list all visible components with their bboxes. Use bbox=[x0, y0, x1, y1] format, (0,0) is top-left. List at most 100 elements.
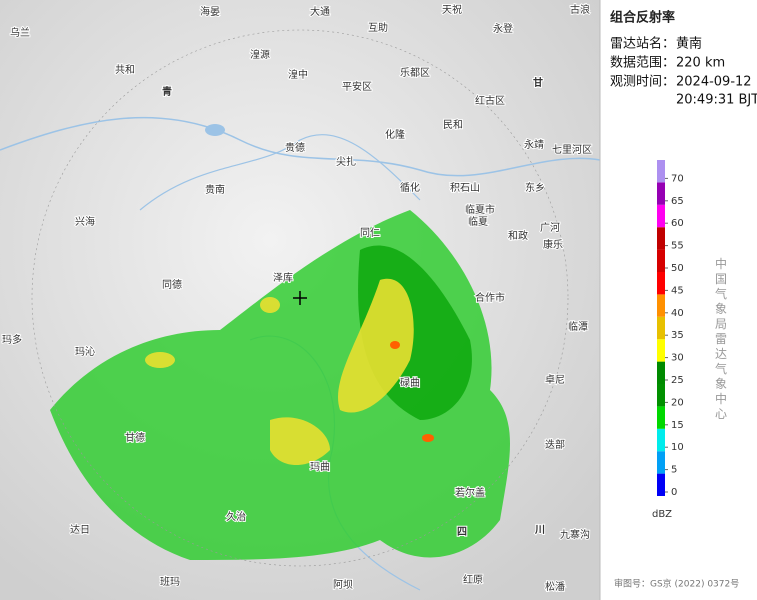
river bbox=[0, 116, 601, 177]
legend-swatch bbox=[657, 339, 665, 362]
place-label: 四 bbox=[457, 526, 467, 538]
place-label: 红古区 bbox=[475, 94, 505, 107]
legend-tick-label: 30 bbox=[671, 353, 684, 364]
legend-tick-label: 60 bbox=[671, 218, 684, 229]
place-label: 尖扎 bbox=[336, 155, 356, 168]
place-label: 永登 bbox=[493, 22, 513, 35]
legend-tick-label: 25 bbox=[671, 375, 684, 386]
place-label: 大通 bbox=[310, 5, 330, 18]
place-label: 川 bbox=[534, 524, 545, 536]
legend-swatch bbox=[657, 361, 665, 384]
legend-swatch bbox=[657, 204, 665, 228]
legend-swatch bbox=[657, 406, 665, 429]
legend-swatch bbox=[657, 451, 665, 474]
range: 220 km bbox=[676, 56, 725, 71]
place-label: 合作市 bbox=[475, 291, 505, 304]
footer: 审图号：GS京 (2022) 0372号 bbox=[614, 578, 739, 590]
place-label: 泽库 bbox=[273, 271, 293, 284]
legend-swatch bbox=[657, 428, 665, 452]
legend-swatch bbox=[657, 473, 665, 496]
place-label: 碌曲 bbox=[400, 377, 420, 389]
legend-tick-label: 35 bbox=[671, 330, 684, 341]
place-label: 循化 bbox=[400, 181, 420, 194]
place-label: 海晏 bbox=[200, 5, 220, 18]
place-label: 乐都区 bbox=[400, 67, 430, 79]
place-label: 民和 bbox=[443, 119, 463, 131]
place-label: 古浪 bbox=[570, 3, 590, 16]
place-label: 互助 bbox=[368, 21, 388, 34]
place-label: 甘 bbox=[533, 76, 543, 89]
place-label: 湟中 bbox=[288, 68, 308, 81]
river bbox=[139, 134, 421, 211]
place-label: 甘德 bbox=[125, 431, 145, 444]
place-label: 化隆 bbox=[385, 128, 405, 141]
place-label: 临潭 bbox=[568, 320, 588, 333]
legend-swatch bbox=[657, 249, 665, 272]
legend-tick-label: 40 bbox=[671, 308, 684, 319]
place-label: 东乡 bbox=[525, 181, 545, 194]
place-label: 湟源 bbox=[250, 48, 270, 61]
legend-tick-label: 15 bbox=[671, 420, 684, 431]
echo-area bbox=[145, 278, 414, 465]
place-label: 迭部 bbox=[545, 438, 565, 451]
legend-tick-label: 65 bbox=[671, 196, 684, 207]
range-ring bbox=[31, 29, 569, 567]
legend-swatch bbox=[657, 227, 665, 250]
place-label: 青 bbox=[162, 85, 172, 98]
place-label: 同德 bbox=[162, 278, 182, 291]
legend-swatch bbox=[657, 272, 665, 295]
panel-title: 组合反射率 bbox=[610, 10, 675, 26]
time: 20:49:31 BJT bbox=[676, 93, 757, 108]
place-label: 九寨沟 bbox=[560, 528, 590, 541]
place-label: 贵南 bbox=[205, 183, 225, 196]
credit: 中国气象局雷达气象中心 bbox=[714, 256, 728, 422]
place-label: 久治 bbox=[226, 510, 246, 523]
legend-tick-label: 70 bbox=[671, 173, 684, 184]
place-label: 临夏市 bbox=[465, 203, 495, 216]
place-label: 玛曲 bbox=[310, 461, 330, 473]
date: 2024-09-12 bbox=[676, 75, 752, 90]
place-label: 平安区 bbox=[342, 80, 372, 93]
place-label: 松潘 bbox=[545, 580, 565, 593]
place-label: 积石山 bbox=[450, 182, 480, 194]
place-label: 若尔盖 bbox=[455, 486, 485, 499]
place-label: 兴海 bbox=[75, 215, 95, 228]
place-label: 临夏 bbox=[468, 215, 488, 228]
legend-tick-label: 5 bbox=[671, 465, 677, 476]
place-label: 卓尼 bbox=[545, 374, 565, 386]
place-label: 和政 bbox=[508, 229, 528, 242]
station-label: 雷达站名： bbox=[610, 36, 675, 52]
place-label: 永靖 bbox=[524, 138, 544, 151]
place-label: 同仁 bbox=[360, 227, 380, 239]
range-label: 数据范围： bbox=[610, 56, 675, 71]
place-label: 班玛 bbox=[160, 576, 180, 588]
place-label: 共和 bbox=[115, 64, 135, 76]
place-label: 天祝 bbox=[442, 3, 462, 16]
place-label: 贵德 bbox=[285, 141, 305, 154]
place-label: 玛多 bbox=[2, 333, 22, 346]
echo-core bbox=[390, 341, 434, 442]
lake bbox=[205, 124, 225, 136]
legend-swatch bbox=[657, 384, 665, 407]
legend-tick-label: 55 bbox=[671, 241, 684, 252]
legend-swatch bbox=[657, 294, 665, 317]
place-label: 乌兰 bbox=[10, 26, 30, 39]
time-label: 观测时间： bbox=[610, 75, 675, 90]
place-label: 七里河区 bbox=[552, 144, 592, 156]
legend-swatch bbox=[657, 160, 665, 183]
place-label: 红原 bbox=[463, 573, 483, 586]
legend-tick-label: 20 bbox=[671, 397, 684, 408]
place-label: 广河 bbox=[540, 222, 560, 234]
place-label: 康乐 bbox=[543, 238, 563, 251]
legend-tick-label: 10 bbox=[671, 442, 684, 453]
place-label: 阿坝 bbox=[333, 579, 353, 591]
legend-swatch bbox=[657, 182, 665, 205]
legend-unit: dBZ bbox=[652, 509, 672, 520]
radar-site bbox=[293, 291, 307, 305]
legend-tick-label: 45 bbox=[671, 285, 684, 296]
place-label: 达日 bbox=[70, 524, 90, 536]
legend-swatch bbox=[657, 316, 665, 340]
legend-tick-label: 0 bbox=[671, 487, 677, 498]
